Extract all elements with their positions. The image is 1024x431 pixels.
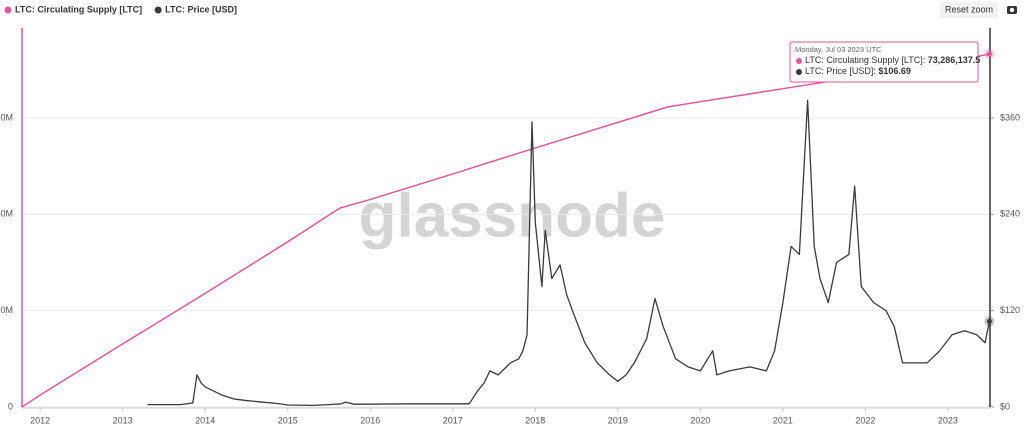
x-tick-label: 2012 xyxy=(30,415,50,425)
x-tick-label: 2016 xyxy=(360,415,380,425)
x-tick-label: 2014 xyxy=(195,415,215,425)
y2-tick-label: $0 xyxy=(1000,401,1010,411)
x-tick-label: 2017 xyxy=(443,415,463,425)
series-line xyxy=(147,99,991,407)
y2-tick-label: $360 xyxy=(1000,112,1020,122)
x-tick-label: 2013 xyxy=(113,415,133,425)
x-tick-label: 2021 xyxy=(773,415,793,425)
x-tick-label: 2022 xyxy=(855,415,875,425)
tooltip-name: LTC: Circulating Supply [LTC] xyxy=(805,55,923,65)
legend-label: LTC: Circulating Supply [LTC] xyxy=(15,4,142,14)
hover-point xyxy=(986,318,992,324)
tooltip-sep: : xyxy=(923,55,928,65)
y-tick-label: 0 xyxy=(8,401,13,411)
x-tick-label: 2018 xyxy=(525,415,545,425)
tooltip-value: 73,286,137.5 xyxy=(928,55,981,65)
x-tick-label: 2015 xyxy=(278,415,298,425)
x-tick-label: 2019 xyxy=(608,415,628,425)
reset-zoom-bg[interactable] xyxy=(940,2,998,18)
tooltip-value: $106.69 xyxy=(878,66,911,76)
watermark: glassnode xyxy=(359,181,666,250)
y-tick-label: 20M xyxy=(0,305,13,315)
y2-tick-label: $120 xyxy=(1000,305,1020,315)
tooltip-date: Monday, Jul 03 2023 UTC xyxy=(795,45,882,54)
reset-zoom[interactable]: Reset zoom xyxy=(945,4,993,14)
camera-icon[interactable] xyxy=(1007,6,1017,14)
tooltip-label: LTC: Price [USD]: $106.69 xyxy=(805,66,911,76)
camera-lens[interactable] xyxy=(1009,7,1015,13)
tooltip-sep: : xyxy=(873,66,878,76)
tooltip-label: LTC: Circulating Supply [LTC]: 73,286,13… xyxy=(805,55,980,65)
x-tick-label: 2023 xyxy=(938,415,958,425)
reset-zoom-button[interactable]: Reset zoom xyxy=(940,2,998,18)
tooltip-name: LTC: Price [USD] xyxy=(805,66,873,76)
x-tick-label: 2020 xyxy=(690,415,710,425)
y-tick-label: 60M xyxy=(0,112,13,122)
legend-marker xyxy=(154,6,162,14)
legend-marker xyxy=(4,6,12,14)
legend-label: LTC: Price [USD] xyxy=(165,4,237,14)
tooltip-marker xyxy=(796,69,802,75)
y2-tick-label: $240 xyxy=(1000,209,1020,219)
y-tick-label: 40M xyxy=(0,209,13,219)
tooltip-box xyxy=(789,41,979,83)
tooltip-marker xyxy=(796,58,802,64)
hover-point xyxy=(986,51,992,57)
